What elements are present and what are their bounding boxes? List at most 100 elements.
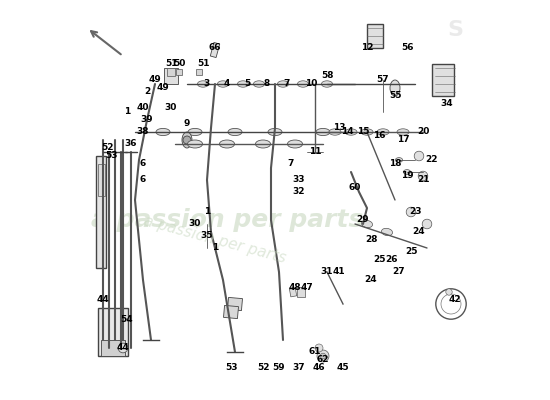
Ellipse shape [156, 128, 170, 136]
Text: 7: 7 [284, 80, 290, 88]
Ellipse shape [228, 128, 242, 136]
Text: 15: 15 [357, 128, 369, 136]
Ellipse shape [268, 128, 282, 136]
Text: 40: 40 [137, 104, 149, 112]
Text: 26: 26 [385, 256, 397, 264]
Ellipse shape [298, 81, 309, 87]
Ellipse shape [397, 129, 409, 135]
Text: 27: 27 [393, 268, 405, 276]
Text: 14: 14 [340, 128, 353, 136]
Bar [176, 69, 182, 75]
Bar [98, 164, 106, 196]
Bar [432, 64, 454, 96]
Text: 12: 12 [361, 44, 373, 52]
Text: 24: 24 [365, 276, 377, 284]
Text: 56: 56 [401, 44, 413, 52]
Text: 7: 7 [288, 160, 294, 168]
Text: 51: 51 [165, 60, 177, 68]
Text: 32: 32 [293, 188, 305, 196]
Text: 18: 18 [389, 160, 402, 168]
Text: 52: 52 [101, 144, 113, 152]
Ellipse shape [277, 81, 289, 87]
Text: 58: 58 [321, 72, 333, 80]
Text: 1: 1 [124, 108, 130, 116]
Bar [298, 287, 305, 297]
Text: 20: 20 [417, 128, 429, 136]
Text: 23: 23 [409, 208, 421, 216]
Text: 39: 39 [141, 116, 153, 124]
Text: 24: 24 [412, 228, 425, 236]
Circle shape [183, 136, 191, 144]
Text: 66: 66 [209, 44, 221, 52]
Text: 41: 41 [333, 268, 345, 276]
Text: 34: 34 [441, 100, 453, 108]
Text: 59: 59 [273, 364, 285, 372]
Ellipse shape [377, 129, 389, 135]
Text: 8: 8 [264, 80, 270, 88]
Text: 49: 49 [148, 76, 161, 84]
Text: 49: 49 [157, 84, 169, 92]
Text: S: S [447, 20, 463, 40]
Ellipse shape [255, 140, 271, 148]
Circle shape [418, 171, 428, 181]
Ellipse shape [188, 140, 202, 148]
Ellipse shape [217, 81, 229, 87]
Ellipse shape [361, 129, 373, 135]
Text: 44: 44 [97, 296, 109, 304]
Circle shape [414, 151, 424, 161]
Ellipse shape [316, 128, 330, 136]
Circle shape [118, 343, 128, 353]
Text: 10: 10 [305, 80, 317, 88]
Text: 1: 1 [212, 244, 218, 252]
Text: 5: 5 [244, 80, 250, 88]
Text: 29: 29 [357, 216, 369, 224]
Bar [228, 298, 243, 310]
Text: 6: 6 [140, 160, 146, 168]
Ellipse shape [182, 132, 192, 148]
Text: 50: 50 [173, 60, 185, 68]
Ellipse shape [254, 81, 265, 87]
Text: 47: 47 [301, 284, 314, 292]
Text: 37: 37 [293, 364, 305, 372]
Text: 11: 11 [309, 148, 321, 156]
Text: 62: 62 [317, 356, 329, 364]
Text: 57: 57 [377, 76, 389, 84]
Ellipse shape [329, 129, 341, 135]
Circle shape [422, 219, 432, 229]
Text: 44: 44 [117, 344, 129, 352]
Ellipse shape [345, 129, 357, 135]
Text: 16: 16 [373, 132, 385, 140]
Text: 25: 25 [373, 256, 385, 264]
Bar [367, 24, 383, 48]
Bar [289, 287, 296, 297]
Ellipse shape [390, 80, 400, 96]
Text: 55: 55 [389, 92, 402, 100]
Text: 46: 46 [313, 364, 325, 372]
Ellipse shape [219, 140, 235, 148]
Bar [164, 68, 178, 84]
Circle shape [446, 289, 452, 295]
Text: 35: 35 [201, 232, 213, 240]
Text: 51: 51 [197, 60, 209, 68]
Text: 4: 4 [224, 80, 230, 88]
Text: 30: 30 [189, 220, 201, 228]
Bar [167, 68, 174, 76]
Text: 53: 53 [225, 364, 237, 372]
Circle shape [315, 344, 323, 352]
Text: 42: 42 [449, 296, 461, 304]
Text: 2: 2 [144, 88, 150, 96]
Text: 13: 13 [333, 124, 345, 132]
Text: 31: 31 [321, 268, 333, 276]
Text: 9: 9 [184, 120, 190, 128]
Ellipse shape [382, 228, 393, 236]
Bar [210, 42, 219, 58]
Bar [98, 308, 128, 356]
Text: 60: 60 [349, 184, 361, 192]
Ellipse shape [197, 81, 208, 87]
Text: 38: 38 [137, 128, 149, 136]
Ellipse shape [403, 170, 411, 174]
Text: 33: 33 [293, 176, 305, 184]
Text: 48: 48 [289, 284, 301, 292]
Ellipse shape [188, 128, 202, 136]
Ellipse shape [361, 220, 372, 228]
